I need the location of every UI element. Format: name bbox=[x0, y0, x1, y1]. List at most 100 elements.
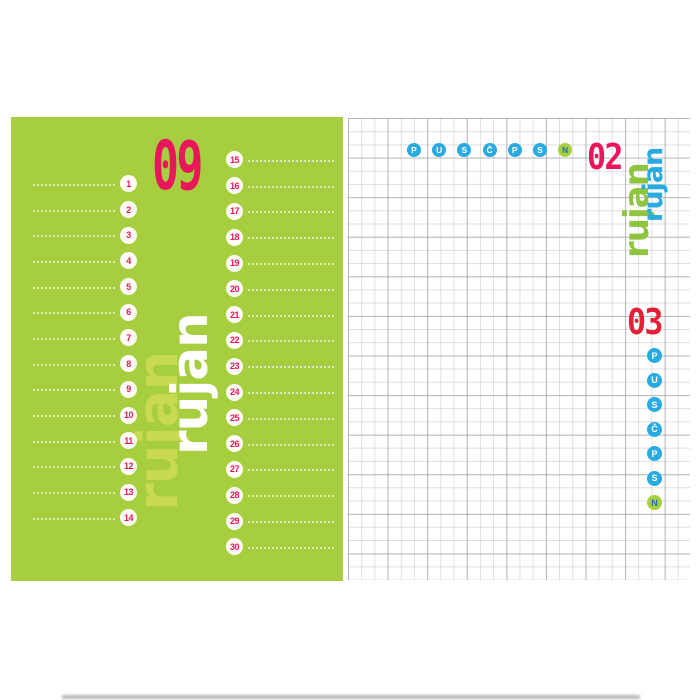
weekday-letter-circle: U bbox=[647, 372, 662, 388]
writing-line bbox=[248, 235, 334, 240]
day-number-circle: 21 bbox=[226, 306, 243, 324]
writing-line bbox=[33, 208, 115, 212]
weekday-letter-circle: Č bbox=[482, 143, 497, 157]
day-row: 1 bbox=[33, 171, 137, 197]
day-row: 16 bbox=[226, 173, 334, 199]
month-name-front: rujan bbox=[638, 147, 669, 222]
writing-line bbox=[248, 209, 334, 214]
day-number-circle: 23 bbox=[226, 357, 243, 375]
weekday-letter-circle: P bbox=[507, 143, 522, 157]
day-number-circle: 11 bbox=[120, 432, 137, 450]
day-row: 26 bbox=[226, 431, 334, 457]
day-row: 19 bbox=[226, 250, 334, 276]
day-row: 21 bbox=[226, 302, 334, 328]
day-number-circle: 12 bbox=[120, 457, 137, 475]
day-number-circle: 30 bbox=[226, 538, 243, 556]
writing-line bbox=[248, 261, 334, 266]
writing-line bbox=[33, 516, 115, 520]
writing-line bbox=[33, 233, 115, 238]
writing-line bbox=[33, 182, 115, 186]
weekday-letter-circle: P bbox=[647, 446, 662, 461]
day-row: 7 bbox=[33, 325, 137, 351]
day-row: 13 bbox=[33, 479, 137, 505]
day-number-circle: 3 bbox=[120, 226, 137, 244]
week-number-top: 02 bbox=[587, 137, 623, 178]
day-number-circle: 26 bbox=[226, 435, 243, 453]
day-number-circle: 17 bbox=[226, 202, 243, 220]
weekday-letter-circle: N bbox=[558, 143, 573, 157]
day-row: 6 bbox=[33, 299, 137, 325]
day-number-circle: 9 bbox=[120, 380, 137, 398]
writing-line bbox=[248, 493, 334, 498]
day-row: 15 bbox=[226, 147, 334, 173]
day-number-circle: 25 bbox=[226, 409, 243, 427]
writing-line bbox=[248, 467, 334, 472]
weekday-letter-circle: P bbox=[407, 143, 421, 157]
writing-line bbox=[33, 413, 115, 418]
day-row: 22 bbox=[226, 328, 334, 354]
writing-line bbox=[248, 519, 334, 524]
weekday-letter-circle: P bbox=[647, 348, 662, 363]
days-column-2: 15 16 17 18 19 20 21 22 23 24 25 26 27 28 29 30 bbox=[226, 147, 334, 560]
day-number-circle: 19 bbox=[226, 254, 243, 272]
weekday-letter-circle: N bbox=[647, 495, 662, 510]
writing-line bbox=[248, 545, 334, 549]
day-row: 20 bbox=[226, 276, 334, 302]
day-row: 24 bbox=[226, 379, 334, 405]
day-number-circle: 2 bbox=[120, 201, 137, 219]
writing-line bbox=[248, 416, 334, 420]
day-number-circle: 14 bbox=[120, 509, 137, 527]
writing-line bbox=[248, 184, 334, 188]
day-number-circle: 16 bbox=[226, 177, 243, 195]
day-row: 14 bbox=[33, 505, 137, 531]
day-number-circle: 4 bbox=[120, 252, 137, 270]
writing-line bbox=[248, 390, 334, 395]
day-row: 12 bbox=[33, 454, 137, 480]
writing-line bbox=[248, 364, 334, 369]
writing-line bbox=[248, 287, 334, 291]
day-number-circle: 10 bbox=[120, 406, 137, 424]
writing-line bbox=[33, 285, 115, 289]
weekday-letter-circle: S bbox=[647, 470, 662, 486]
weekday-letter-circle: U bbox=[432, 143, 447, 157]
week-number-middle: 03 bbox=[627, 302, 663, 343]
writing-line bbox=[33, 259, 115, 263]
days-column-1: 1 2 3 4 5 6 7 8 9 10 11 12 13 14 bbox=[33, 171, 137, 531]
day-row: 5 bbox=[33, 274, 137, 300]
day-row: 4 bbox=[33, 248, 137, 274]
day-number-circle: 1 bbox=[120, 175, 137, 193]
writing-line bbox=[33, 464, 115, 469]
writing-line bbox=[33, 387, 115, 392]
day-number-circle: 15 bbox=[226, 151, 243, 169]
day-number-circle: 8 bbox=[120, 355, 137, 373]
day-row: 2 bbox=[33, 197, 137, 223]
day-number-circle: 6 bbox=[120, 303, 137, 321]
writing-line bbox=[33, 336, 115, 340]
day-number-circle: 7 bbox=[120, 329, 137, 347]
weekday-letter-circle: S bbox=[457, 143, 472, 157]
day-row: 9 bbox=[33, 377, 137, 403]
day-number-circle: 27 bbox=[226, 460, 243, 478]
writing-line bbox=[248, 338, 334, 343]
next-page-edge bbox=[62, 695, 640, 699]
day-row: 28 bbox=[226, 482, 334, 508]
writing-line bbox=[33, 439, 115, 443]
left-page: 09 rujan rujan 1 2 3 4 5 6 7 8 9 10 11 12 13 14 15 16 1… bbox=[11, 117, 343, 581]
writing-line bbox=[33, 490, 115, 495]
day-row: 18 bbox=[226, 224, 334, 250]
day-number-circle: 13 bbox=[120, 483, 137, 501]
day-row: 11 bbox=[33, 428, 137, 454]
writing-line bbox=[248, 158, 334, 162]
day-number-circle: 29 bbox=[226, 512, 243, 530]
writing-line bbox=[248, 313, 334, 317]
day-number-circle: 20 bbox=[226, 280, 243, 298]
day-row: 25 bbox=[226, 405, 334, 431]
day-row: 27 bbox=[226, 457, 334, 483]
weekday-letter-circle: S bbox=[532, 143, 547, 157]
day-row: 17 bbox=[226, 199, 334, 225]
day-row: 10 bbox=[33, 402, 137, 428]
weekday-letter-circle: Č bbox=[647, 421, 662, 437]
